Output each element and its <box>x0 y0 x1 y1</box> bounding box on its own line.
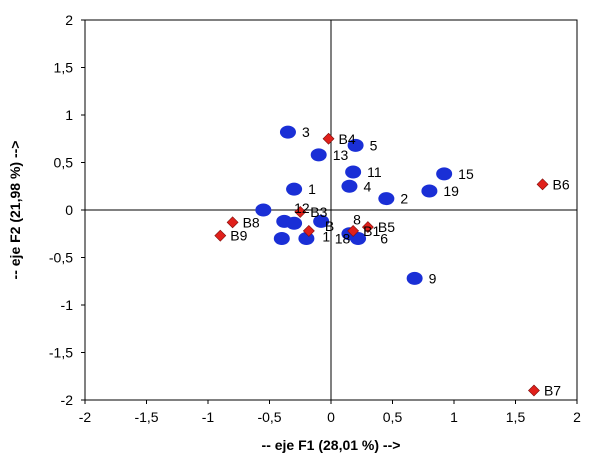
variable-point <box>302 224 315 237</box>
observation-point <box>345 165 362 179</box>
x-axis-title: -- eje F1 (28,01 %) --> <box>262 437 401 453</box>
observation-point <box>347 138 364 152</box>
x-tick-label: 0 <box>327 409 335 425</box>
variable-point <box>361 221 374 234</box>
variable-label: B6 <box>553 176 570 192</box>
y-tick-label: 2 <box>65 12 73 28</box>
x-tick-label: -1 <box>202 409 215 425</box>
y-tick-label: -2 <box>61 392 74 408</box>
y-tick-label: 1 <box>65 107 73 123</box>
observation-label: 2 <box>400 191 408 207</box>
observation-point <box>378 192 395 206</box>
observation-label: 1 <box>308 181 316 197</box>
x-tick-label: 1 <box>450 409 458 425</box>
variable-label: B3 <box>310 204 327 220</box>
x-tick-label: -2 <box>79 409 92 425</box>
observation-point <box>436 167 453 181</box>
point-annotation: 12 <box>294 200 310 216</box>
point-annotation: B <box>325 218 334 234</box>
x-axis-ticks: -2 -1,5 -1 -0,5 0 0,5 1 1,5 2 <box>79 400 581 425</box>
observation-label: 19 <box>443 183 459 199</box>
observation-point <box>341 179 358 193</box>
observation-point <box>406 271 423 285</box>
observation-label: 5 <box>370 137 378 153</box>
x-tick-label: 1,5 <box>506 409 526 425</box>
point-annotation: 8 <box>353 212 361 228</box>
observation-point <box>310 148 327 162</box>
observation-point <box>421 184 438 198</box>
y-tick-label: -1,5 <box>49 345 73 361</box>
variable-point <box>322 132 335 145</box>
y-axis-title: -- eje F2 (21,98 %) --> <box>7 141 23 280</box>
y-axis-ticks: -2 -1,5 -1 -0,5 0 0,5 1 1,5 2 <box>49 12 85 408</box>
points-layer <box>214 125 549 397</box>
variable-label: B1 <box>363 223 380 239</box>
observation-point <box>279 125 296 139</box>
observation-label: 4 <box>363 178 371 194</box>
observation-point <box>273 232 290 245</box>
y-tick-label: 1,5 <box>54 60 74 76</box>
y-tick-label: -0,5 <box>49 250 73 266</box>
x-tick-label: 0,5 <box>383 409 403 425</box>
variable-point <box>214 229 227 242</box>
point-annotation: 6 <box>380 231 388 247</box>
variable-label: B4 <box>339 131 356 147</box>
x-tick-label: -0,5 <box>257 409 281 425</box>
observation-label: 11 <box>367 164 382 180</box>
observation-point <box>313 214 330 228</box>
variable-point <box>347 224 360 237</box>
axes-lines <box>85 20 577 400</box>
variable-label: B8 <box>243 214 260 230</box>
variable-point <box>528 384 540 397</box>
observation-point <box>286 216 303 230</box>
variable-label: B5 <box>378 219 395 235</box>
variable-point <box>226 216 239 229</box>
point-annotation: 18 <box>335 231 351 247</box>
x-tick-label: -1,5 <box>134 409 158 425</box>
y-tick-label: 0,5 <box>54 155 74 171</box>
observation-label: 15 <box>458 166 474 182</box>
observation-point <box>255 203 272 217</box>
point-annotation: 1 <box>322 229 330 245</box>
observation-label: 9 <box>429 270 437 286</box>
y-tick-label: 0 <box>65 202 73 218</box>
x-tick-label: 2 <box>573 409 581 425</box>
observation-label: 3 <box>302 124 310 140</box>
variable-point <box>294 205 307 218</box>
observation-point <box>286 182 303 196</box>
observation-label: 13 <box>333 147 349 163</box>
y-tick-label: -1 <box>61 297 74 313</box>
variable-label: B7 <box>544 383 561 399</box>
variable-point <box>536 178 549 191</box>
variable-label: B9 <box>230 228 247 244</box>
